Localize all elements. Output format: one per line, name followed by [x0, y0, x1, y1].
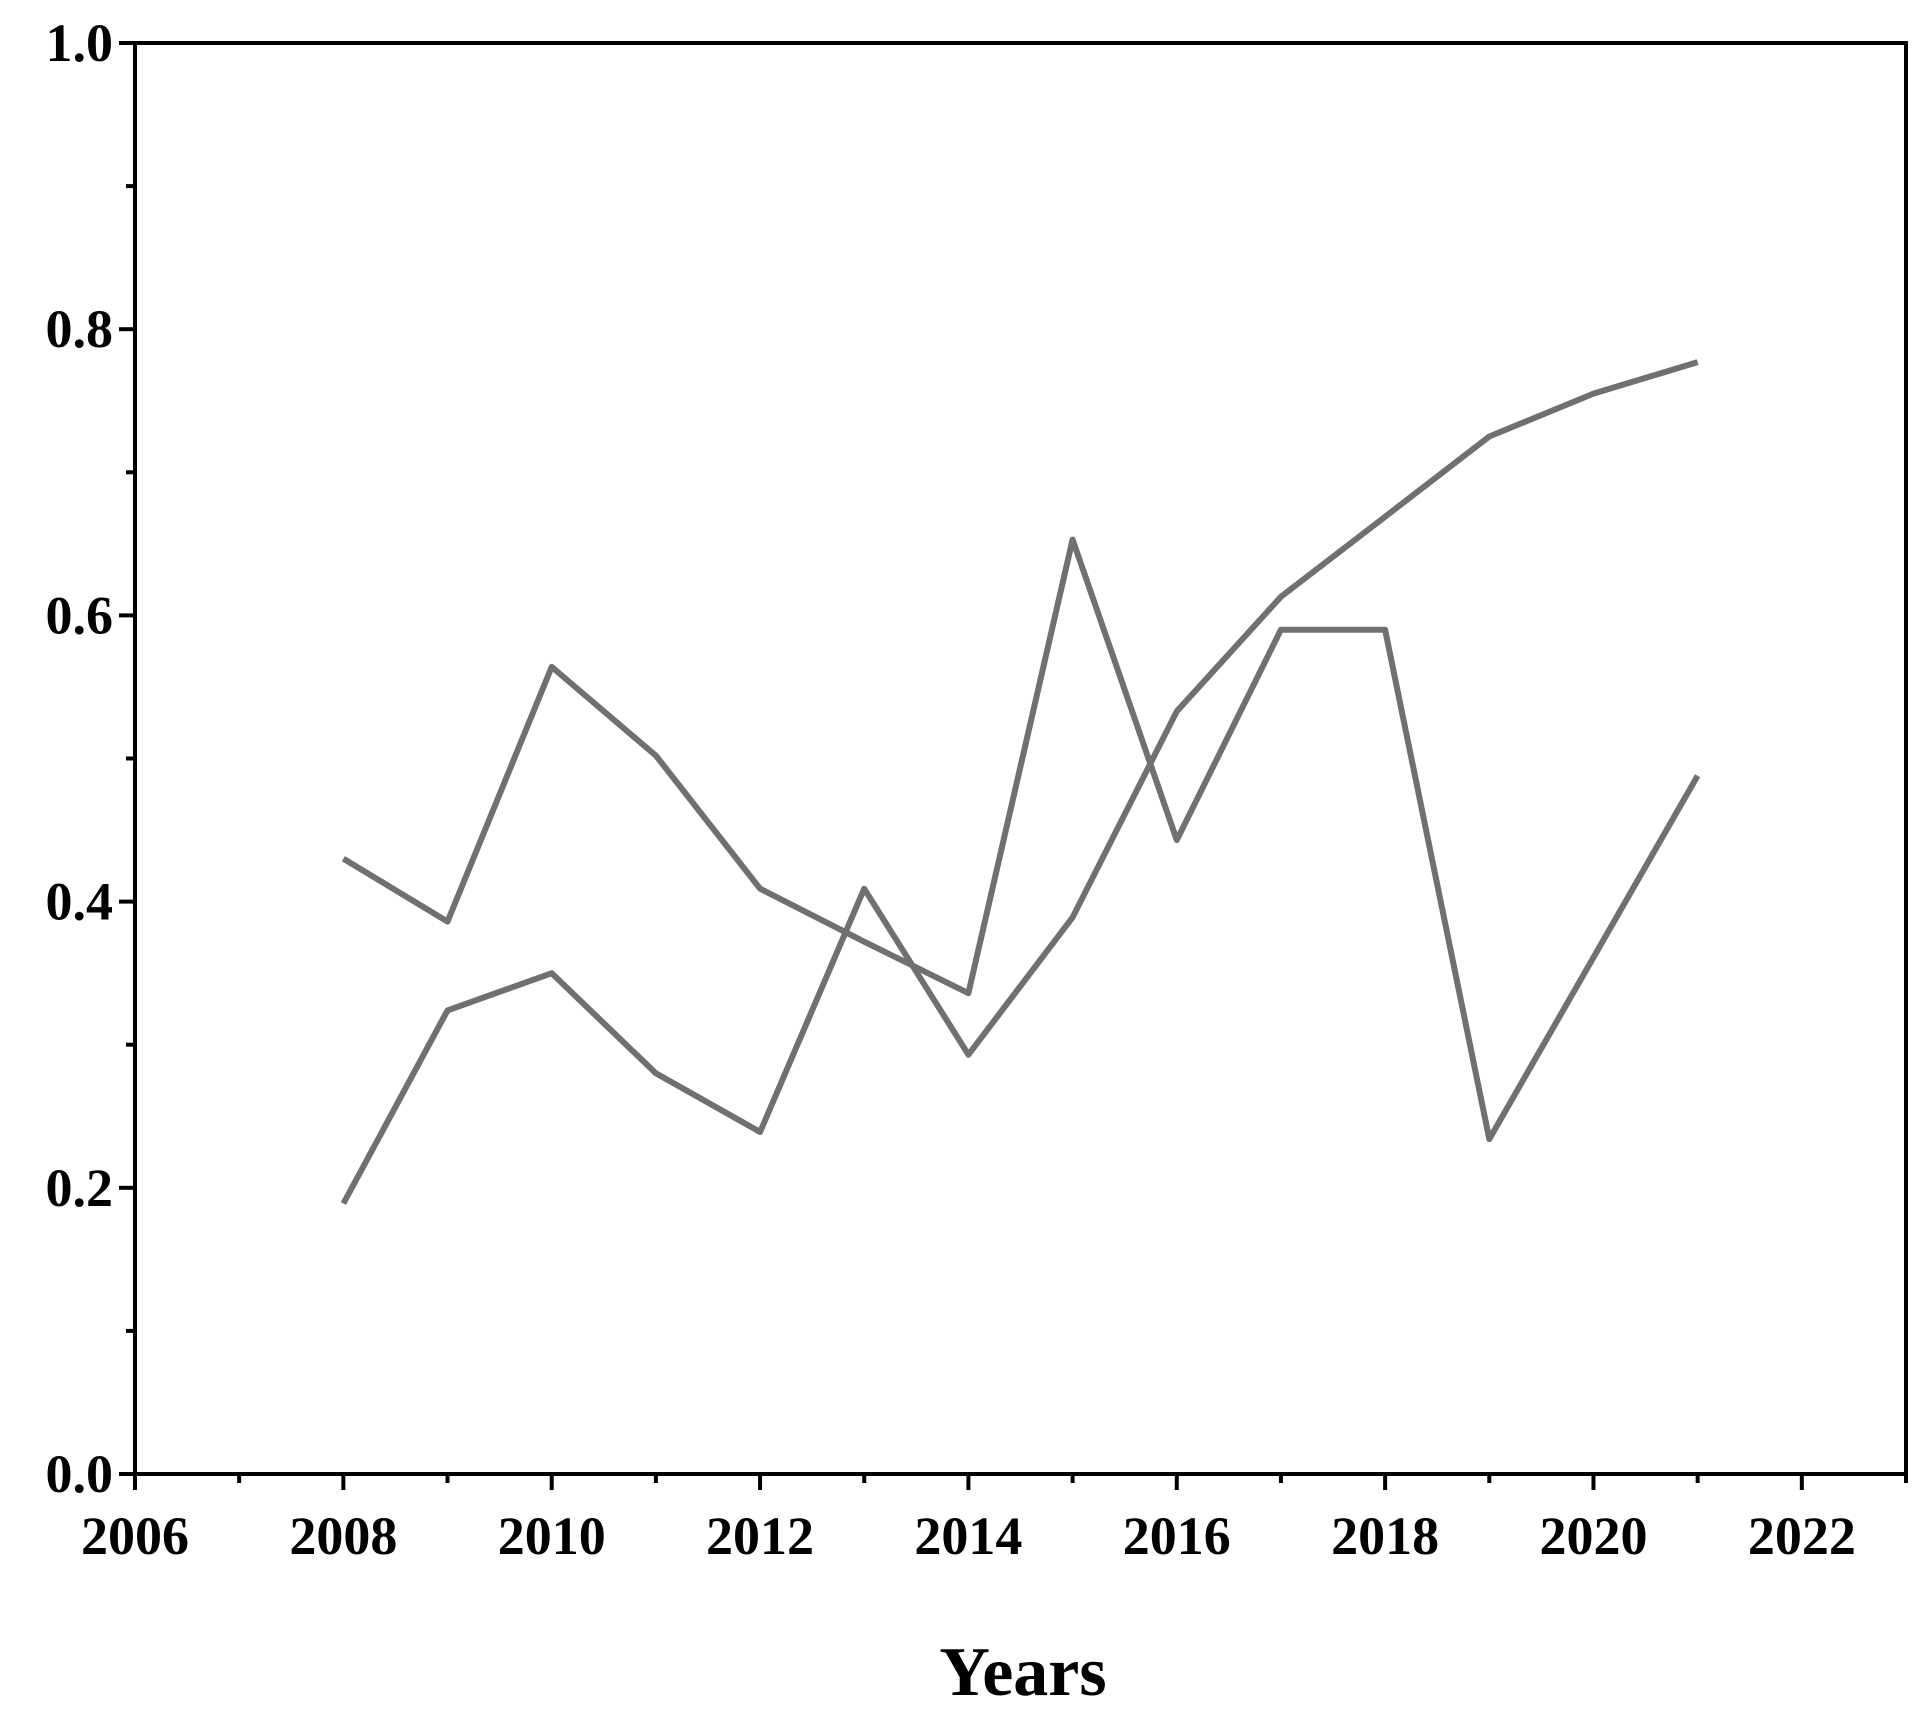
x-tick-label: 2012 — [706, 1506, 814, 1566]
y-tick-label: 0.0 — [46, 1444, 114, 1504]
x-tick-label: 2010 — [498, 1506, 606, 1566]
y-tick-label: 0.2 — [46, 1158, 114, 1218]
y-tick-label: 1.0 — [46, 13, 114, 73]
x-tick-label: 2016 — [1123, 1506, 1231, 1566]
x-tick-label: 2014 — [914, 1506, 1022, 1566]
x-tick-label: 2018 — [1331, 1506, 1439, 1566]
y-tick-label: 0.8 — [46, 299, 114, 359]
x-tick-label: 2022 — [1748, 1506, 1856, 1566]
x-axis-title: Years — [939, 1634, 1106, 1709]
y-tick-label: 0.6 — [46, 585, 114, 645]
y-tick-label: 0.4 — [46, 872, 114, 932]
x-tick-label: 2008 — [289, 1506, 397, 1566]
series-line — [340, 359, 1699, 1205]
series-line — [341, 536, 1701, 1143]
x-tick-label: 2006 — [81, 1506, 189, 1566]
x-tick-label: 2020 — [1539, 1506, 1647, 1566]
